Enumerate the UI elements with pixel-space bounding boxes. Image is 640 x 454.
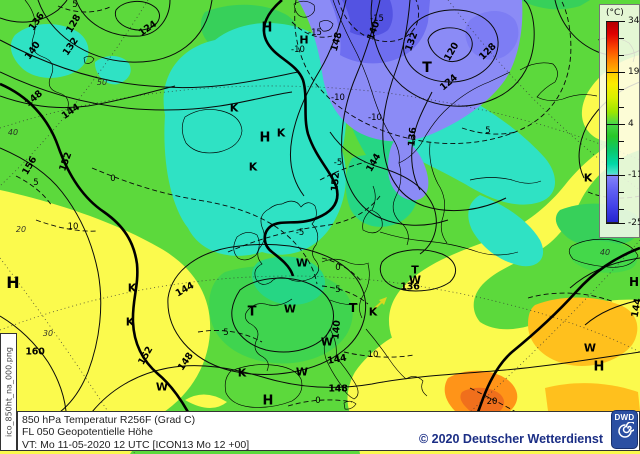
filename-strip: ico_850ht_na_000.png <box>0 333 17 451</box>
title-box-line: VT: Mo 11-05-2020 12 UTC [ICON13 Mo 12 +… <box>22 438 250 451</box>
scale-minor-tick <box>619 89 624 91</box>
title-box-line: FL 050 Geopotentielle Höhe <box>22 426 153 439</box>
info-bar: 850 hPa Temperatur R256F (Grad C) FL 050 … <box>17 411 640 451</box>
scale-tick-label: 19 <box>628 67 640 78</box>
scale-major-tick <box>606 72 625 74</box>
scale-minor-tick <box>619 106 624 108</box>
scale-major-tick <box>606 175 625 177</box>
contour-layer <box>0 0 640 413</box>
color-scale-ticks: 34 19 4 -11 -25 <box>606 16 640 228</box>
coastline-layer <box>24 0 639 410</box>
scale-tick-label: 34 <box>628 16 640 26</box>
filename-text: ico_850ht_na_000.png <box>4 346 13 438</box>
scale-major-tick <box>606 21 625 22</box>
title-box-lines: 850 hPa Temperatur R256F (Grad C) FL 050 … <box>22 414 639 451</box>
scale-tick-label: -11 <box>628 170 640 181</box>
color-scale-unit: (°C) <box>606 8 624 18</box>
scale-major-tick <box>606 223 625 224</box>
copyright-text: © 2020 Deutscher Wetterdienst <box>418 432 603 446</box>
scale-major-tick <box>606 123 625 125</box>
isotherm-layer <box>15 0 640 413</box>
scale-tick-label: 4 <box>628 118 634 129</box>
scale-tick-label: -25 <box>628 218 640 228</box>
thick-contour-layer <box>0 0 640 413</box>
dwd-logo: DWD <box>611 410 638 449</box>
title-box-line: 850 hPa Temperatur R256F (Grad C) <box>22 414 196 426</box>
displacement-arrow-icon <box>372 297 387 311</box>
color-scale-panel: (°C) 34 19 4 -11 -25 <box>599 4 640 238</box>
scale-minor-tick <box>619 209 624 211</box>
scale-minor-tick <box>619 192 624 194</box>
scale-minor-tick <box>619 157 624 159</box>
spiral-icon <box>617 422 634 438</box>
dwd-logo-text: DWD <box>614 413 635 422</box>
scale-minor-tick <box>619 140 624 142</box>
scale-minor-tick <box>619 38 624 40</box>
scale-minor-tick <box>619 55 624 57</box>
